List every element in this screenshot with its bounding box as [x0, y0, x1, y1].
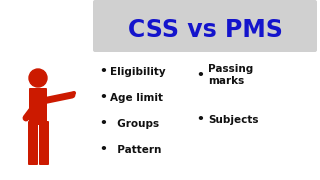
FancyBboxPatch shape [39, 121, 49, 165]
Text: •: • [99, 143, 107, 156]
Text: Groups: Groups [110, 119, 159, 129]
Circle shape [29, 69, 47, 87]
Text: •: • [99, 91, 107, 105]
Text: •: • [196, 114, 204, 127]
Text: Age limit: Age limit [110, 93, 163, 103]
Text: •: • [196, 69, 204, 82]
FancyBboxPatch shape [93, 0, 317, 52]
FancyBboxPatch shape [29, 88, 47, 125]
Text: Eligibility: Eligibility [110, 67, 166, 77]
Text: Subjects: Subjects [208, 115, 259, 125]
Text: Pattern: Pattern [110, 145, 161, 155]
Text: •: • [99, 66, 107, 78]
Text: CSS vs PMS: CSS vs PMS [128, 18, 283, 42]
Text: •: • [99, 118, 107, 130]
FancyBboxPatch shape [28, 121, 38, 165]
Text: Passing
marks: Passing marks [208, 64, 253, 86]
